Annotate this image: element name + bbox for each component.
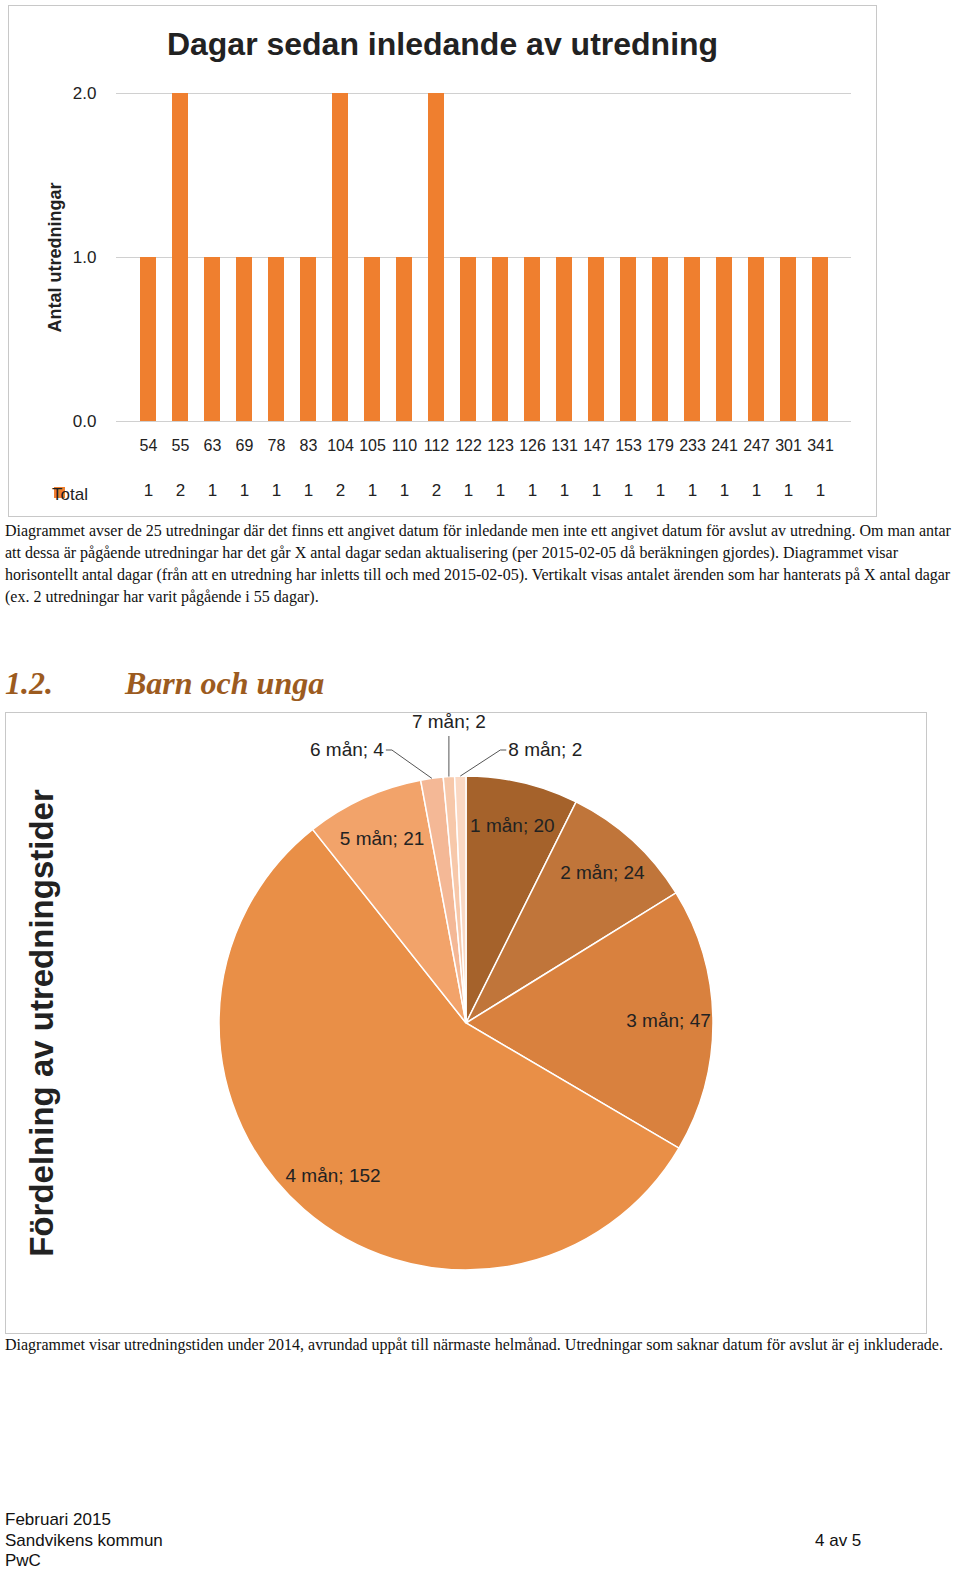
html-text:Fördelning av utredningstider: Fördelning av utredningstider (23, 789, 60, 1257)
svg-text:63: 63 (204, 437, 222, 454)
svg-text:4 mån; 152: 4 mån; 152 (286, 1165, 381, 1186)
html-text:Sandvikens kommun: Sandvikens kommun (5, 1531, 163, 1550)
svg-text:105: 105 (359, 437, 386, 454)
svg-text:Total: Total (52, 485, 88, 504)
html-text:Diagrammet visar utredningstid: Diagrammet visar utredningstiden under 2… (5, 1336, 943, 1353)
svg-text:1: 1 (208, 481, 217, 500)
svg-text:341: 341 (807, 437, 834, 454)
svg-text:1: 1 (688, 481, 697, 500)
svg-text:6 mån; 4: 6 mån; 4 (310, 739, 384, 760)
svg-text:1: 1 (720, 481, 729, 500)
svg-text:1: 1 (368, 481, 377, 500)
html-text:Barn och unga: Barn och unga (125, 665, 325, 701)
svg-text:1: 1 (496, 481, 505, 500)
svg-text:153: 153 (615, 437, 642, 454)
svg-text:1: 1 (464, 481, 473, 500)
svg-text:1: 1 (816, 481, 825, 500)
svg-text:69: 69 (236, 437, 254, 454)
svg-text:110: 110 (392, 437, 418, 454)
svg-text:3 mån; 47: 3 mån; 47 (626, 1010, 711, 1031)
svg-text:2: 2 (432, 481, 441, 500)
svg-text:1: 1 (528, 481, 537, 500)
svg-text:247: 247 (743, 437, 770, 454)
svg-text:1: 1 (656, 481, 665, 500)
svg-text:1: 1 (784, 481, 793, 500)
svg-text:2.0: 2.0 (73, 84, 97, 103)
svg-text:1: 1 (560, 481, 569, 500)
html-text:Dagar sedan inledande av utred: Dagar sedan inledande av utredning (166, 26, 719, 62)
svg-text:2 mån; 24: 2 mån; 24 (560, 862, 645, 883)
html-text:Februari 2015: Februari 2015 (5, 1510, 111, 1529)
svg-text:179: 179 (647, 437, 674, 454)
svg-text:1: 1 (752, 481, 761, 500)
svg-text:2: 2 (336, 481, 345, 500)
svg-text:1: 1 (272, 481, 281, 500)
svg-text:122: 122 (455, 437, 482, 454)
svg-text:126: 126 (519, 437, 546, 454)
html-text:1.2.: 1.2. (5, 665, 53, 701)
svg-text:55: 55 (172, 437, 190, 454)
svg-text:1: 1 (144, 481, 153, 500)
html-text:PwC: PwC (5, 1551, 41, 1570)
svg-text:83: 83 (300, 437, 318, 454)
svg-text:301: 301 (775, 437, 802, 454)
svg-text:54: 54 (140, 437, 158, 454)
html-text:Diagrammet avser de 25 utredni: Diagrammet avser de 25 utredningar där d… (5, 522, 951, 605)
svg-text:1: 1 (624, 481, 633, 500)
svg-text:1: 1 (304, 481, 313, 500)
svg-text:1: 1 (400, 481, 409, 500)
svg-text:2: 2 (176, 481, 185, 500)
svg-text:147: 147 (583, 437, 610, 454)
svg-text:233: 233 (679, 437, 706, 454)
svg-text:112: 112 (424, 437, 450, 454)
svg-text:1: 1 (592, 481, 601, 500)
svg-text:Antal utredningar: Antal utredningar (45, 182, 65, 332)
svg-text:0.0: 0.0 (73, 412, 97, 431)
svg-text:1.0: 1.0 (73, 248, 97, 267)
svg-text:104: 104 (327, 437, 354, 454)
svg-text:123: 123 (487, 437, 514, 454)
svg-text:131: 131 (551, 437, 578, 454)
svg-text:8 mån; 2: 8 mån; 2 (508, 739, 582, 760)
svg-text:78: 78 (268, 437, 286, 454)
svg-text:5 mån; 21: 5 mån; 21 (340, 828, 425, 849)
svg-text:1 mån; 20: 1 mån; 20 (470, 815, 555, 836)
html-text:4 av 5: 4 av 5 (815, 1531, 862, 1550)
svg-text:241: 241 (711, 437, 738, 454)
svg-text:1: 1 (240, 481, 249, 500)
svg-text:7 mån; 2: 7 mån; 2 (412, 711, 486, 732)
